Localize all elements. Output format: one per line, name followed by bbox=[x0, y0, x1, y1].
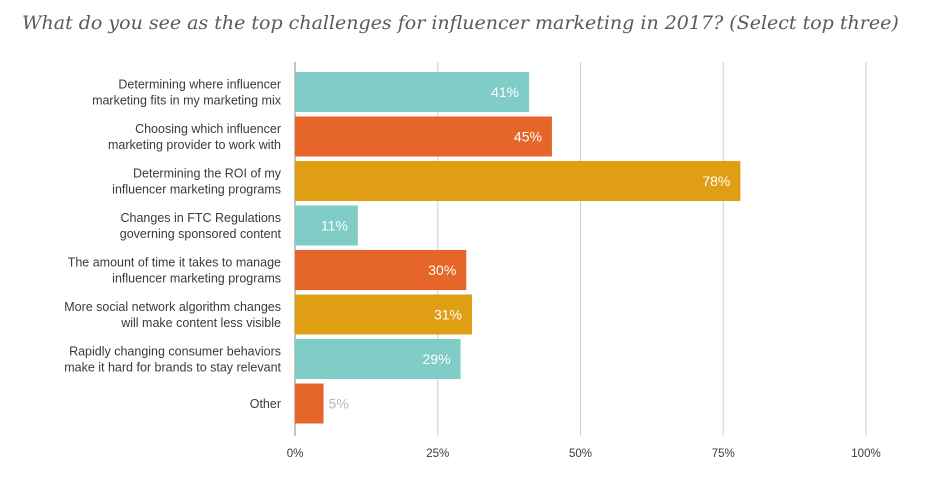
x-tick-label: 0% bbox=[287, 448, 304, 460]
bar bbox=[295, 72, 530, 112]
data-label: 31% bbox=[434, 307, 462, 323]
bar bbox=[295, 116, 552, 157]
bar bbox=[295, 294, 473, 335]
chart-title: What do you see as the top challenges fo… bbox=[22, 12, 899, 34]
data-label: 78% bbox=[702, 173, 730, 189]
data-label: 11% bbox=[321, 218, 348, 234]
x-tick-label: 50% bbox=[569, 448, 592, 460]
data-label: 5% bbox=[329, 396, 349, 412]
data-label: 41% bbox=[491, 84, 519, 100]
category-label: Determining the ROI of my influencer mark… bbox=[112, 167, 282, 197]
x-tick-label: 25% bbox=[426, 448, 449, 460]
category-label: Other bbox=[250, 397, 281, 411]
bars bbox=[295, 72, 741, 424]
x-tick-label: 100% bbox=[851, 448, 880, 460]
category-label: More social network algorithm changes wil… bbox=[64, 300, 281, 330]
bar bbox=[295, 339, 461, 379]
category-labels: Determining where influencer marketing fi… bbox=[64, 78, 282, 412]
bar bbox=[295, 383, 324, 424]
category-label: Determining where influencer marketing fi… bbox=[92, 78, 282, 108]
category-label: The amount of time it takes to manage inf… bbox=[68, 256, 281, 286]
bar bbox=[295, 161, 741, 201]
category-label: Changes in FTC Regulations governing spon… bbox=[120, 211, 282, 241]
category-label: Rapidly changing consumer behaviors make … bbox=[64, 345, 281, 375]
category-label: Choosing which influencer marketing provi… bbox=[108, 122, 281, 152]
bar bbox=[295, 250, 467, 290]
x-axis-ticks: 0% 25% 50% 75% 100% bbox=[287, 448, 881, 460]
x-tick-label: 75% bbox=[712, 448, 735, 460]
data-label: 45% bbox=[514, 129, 542, 145]
data-label: 29% bbox=[423, 351, 451, 367]
bar bbox=[295, 205, 358, 246]
data-label: 30% bbox=[428, 262, 456, 278]
data-labels: 41% 45% 78% 11% 30% 31% 29% 5% bbox=[321, 84, 731, 412]
